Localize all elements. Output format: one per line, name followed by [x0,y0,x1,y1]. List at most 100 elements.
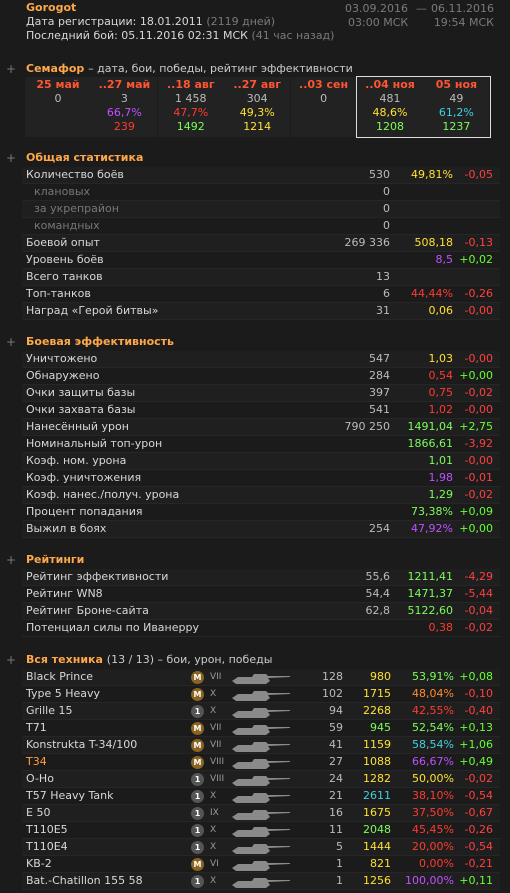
stat-row: Выжил в боях 254 47,92% +0,00 [22,521,500,538]
stat-delta: -0,13 [464,236,493,249]
stat-label: Коэф. ном. урона [26,454,127,467]
stat-label: Потенциал силы по Иванерру [26,621,199,634]
expand-icon: + [6,653,17,667]
vehicle-wins: 53,91% [412,670,454,683]
stat-label: Наград «Герой битвы» [26,304,159,317]
stat-row: Рейтинг Броне-сайта 62,8 5122,60 -0,04 [22,603,500,620]
vehicle-icon [230,773,292,791]
vehicle-tier: X [210,791,217,801]
vehicle-icon [230,858,292,876]
vehicle-name: KB-2 [26,857,52,870]
vehicle-damage: 980 [370,670,391,683]
vehicle-icon [230,705,292,723]
vehicle-battles: 41 [329,738,343,751]
vehicle-name: T34 [26,755,47,768]
stat-delta: +0,09 [459,505,493,518]
vehicle-icon [230,807,292,825]
stat-delta: -0,00 [464,352,493,365]
vehicle-damage: 1282 [363,772,391,785]
player-name: Gorogot [26,1,77,14]
stat-count: 13 [376,270,390,283]
stat-row: Коэф. уничтожения 1,98 -0,01 [22,470,500,487]
vehicle-battles: 1 [336,857,343,870]
stat-row: Номинальный топ-урон 1866,61 -3,92 [22,436,500,453]
stat-row: за укрепрайон 0 [22,201,500,218]
vehicle-damage: 1256 [363,874,391,887]
stat-row: Боевой опыт 269 336 508,18 -0,13 [22,235,500,252]
vehicle-wins: 0,00% [419,857,454,870]
stat-row: Коэф. ном. урона 1,01 -0,00 [22,453,500,470]
mastery-badge: M [191,671,204,684]
stat-label: командных [34,219,100,232]
vehicle-tier: X [210,876,217,886]
vehicle-delta: -0,54 [464,789,493,802]
last-label: Последний бой: 05.11.2016 02:31 МСК [26,29,248,42]
highlight-frame [356,76,491,138]
semafor-date: ..04 ноя [365,78,415,91]
stat-delta: -0,01 [464,471,493,484]
tank-silhouette [232,861,290,871]
vehicle-tier: VI [210,859,219,869]
vehicle-wins: 37,50% [412,806,454,819]
mastery-badge: M [191,739,204,752]
stat-delta: -0,02 [464,386,493,399]
vehicle-wins: 50,00% [412,772,454,785]
stat-value: 73,38% [411,505,453,518]
last-battle: Последний бой: 05.11.2016 02:31 МСК (41 … [26,29,334,43]
semafor-subtitle: – дата, бои, победы, рейтинг эффективнос… [88,62,353,75]
stat-count: 269 336 [344,236,391,249]
tank-silhouette [232,776,290,786]
stat-count: 254 [369,522,390,535]
tank-silhouette [232,793,290,803]
vehicle-wins: 66,67% [412,755,454,768]
section-header: + Боевая эффективность [0,334,500,351]
expand-icon: + [6,151,17,165]
vehicle-row: T110E5 1 X 11 2048 45,45% -0,26 [22,822,500,839]
vehicle-name: T110E5 [26,823,68,836]
section-title: Рейтинги [26,553,85,566]
time-start: 03:00 МСК [348,16,409,29]
vehicle-tier: IX [210,808,219,818]
stat-value: 508,18 [414,236,454,249]
vehicle-icon [230,790,292,808]
stat-label: Уровень боёв [26,253,104,266]
vehicles-subtitle: (13 / 13) – бои, урон, победы [106,653,273,666]
vehicle-delta: -0,10 [464,687,493,700]
stat-row: командных 0 [22,218,500,235]
semafor-title: Семафор [26,62,85,75]
vehicle-damage: 945 [370,721,391,734]
stat-count: 397 [369,386,390,399]
stat-row: Процент попадания 73,38% +0,09 [22,504,500,521]
vehicle-name: Black Prince [26,670,94,683]
semafor-rating: 1208 [376,120,404,133]
vehicle-tier: VII [210,723,222,733]
stat-delta: -0,00 [464,304,493,317]
stat-row: Рейтинг эффективности 55,6 1211,41 -4,29 [22,569,500,586]
semafor-column: 25 май 0 [25,77,91,137]
vehicle-row: T71 M VII 59 945 52,54% +0,13 [22,720,500,737]
mastery-badge: 1 [191,875,204,888]
vehicle-damage: 2048 [363,823,391,836]
stat-value: 0,38 [428,621,454,634]
stat-count: 31 [376,304,390,317]
vehicle-name: O-Ho [26,772,54,785]
semafor-rating: 1214 [243,120,272,133]
stat-label: Процент попадания [26,505,143,518]
vehicle-icon [230,841,292,859]
stat-count: 790 250 [344,420,391,433]
vehicle-battles: 5 [336,840,343,853]
vehicle-delta: +0,11 [459,874,493,887]
semafor-date: ..27 май [98,78,151,91]
stat-label: Рейтинг Броне-сайта [26,604,149,617]
expand-icon: + [6,335,17,349]
vehicle-wins: 100,00% [405,874,454,887]
semafor-battles: 481 [379,92,401,105]
stat-delta: +0,02 [459,253,493,266]
section-header: + Рейтинги [0,552,500,569]
vehicle-tier: X [210,825,217,835]
tank-silhouette [232,674,290,684]
tank-silhouette [232,827,290,837]
semafor-rating: 1237 [442,120,471,133]
stat-value: 1491,04 [407,420,454,433]
stat-count: 62,8 [365,604,391,617]
